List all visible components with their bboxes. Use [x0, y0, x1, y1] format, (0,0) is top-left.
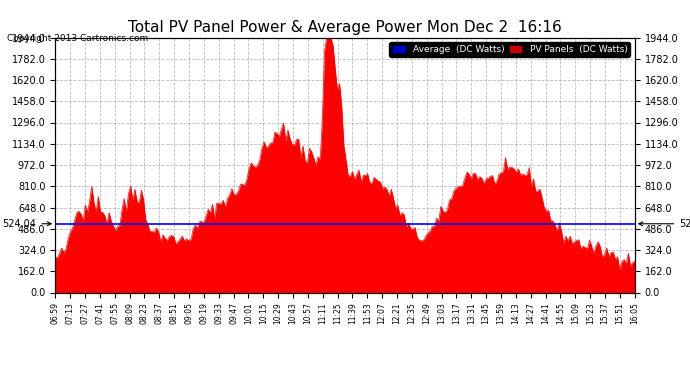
Text: Copyright 2013 Cartronics.com: Copyright 2013 Cartronics.com [7, 34, 148, 43]
Text: 524.04: 524.04 [639, 219, 690, 229]
Title: Total PV Panel Power & Average Power Mon Dec 2  16:16: Total PV Panel Power & Average Power Mon… [128, 20, 562, 35]
Legend: Average  (DC Watts), PV Panels  (DC Watts): Average (DC Watts), PV Panels (DC Watts) [389, 42, 630, 57]
Text: 524.04: 524.04 [3, 219, 51, 229]
